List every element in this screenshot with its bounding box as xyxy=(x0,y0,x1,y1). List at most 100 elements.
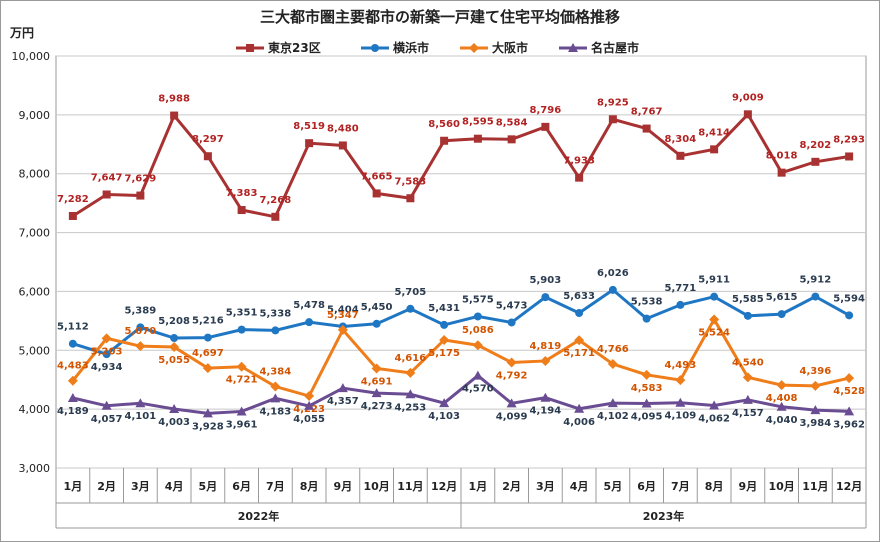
legend-label: 大阪市 xyxy=(492,40,528,55)
x-tick-label: 6月 xyxy=(232,480,251,493)
data-point xyxy=(845,311,854,320)
data-point xyxy=(237,206,246,215)
data-point xyxy=(440,320,449,329)
series-line-1 xyxy=(72,111,850,219)
data-point xyxy=(710,145,719,154)
data-point xyxy=(777,310,786,319)
data-point xyxy=(338,141,347,150)
data-label: 9,009 xyxy=(732,92,764,103)
data-point xyxy=(743,311,752,320)
data-label: 4,934 xyxy=(91,362,123,373)
data-label: 7,647 xyxy=(91,172,123,183)
data-label: 5,086 xyxy=(462,325,494,336)
data-label: 4,691 xyxy=(361,376,393,387)
data-label: 5,615 xyxy=(766,292,798,303)
data-label: 3,962 xyxy=(833,419,865,430)
data-point xyxy=(473,134,482,143)
data-point xyxy=(608,115,617,124)
data-point xyxy=(440,136,449,145)
x-tick-label: 10月 xyxy=(363,480,389,493)
data-point xyxy=(777,168,786,177)
data-point xyxy=(67,393,78,403)
data-label: 4,102 xyxy=(597,411,629,422)
data-label: 4,003 xyxy=(158,417,190,428)
data-label: 4,040 xyxy=(766,415,798,426)
x-tick-label: 7月 xyxy=(266,480,285,493)
data-point xyxy=(709,400,720,410)
data-label: 8,560 xyxy=(428,119,460,130)
y-tick-label: 10,000 xyxy=(12,50,51,63)
data-point xyxy=(135,341,146,352)
data-label: 8,293 xyxy=(833,134,865,145)
data-label: 4,103 xyxy=(428,411,460,422)
data-point xyxy=(742,394,753,404)
data-point xyxy=(203,333,212,342)
data-point xyxy=(203,152,212,161)
data-point xyxy=(675,397,686,407)
data-label: 4,194 xyxy=(530,406,562,417)
data-point xyxy=(811,292,820,301)
data-point xyxy=(642,124,651,133)
data-point xyxy=(270,393,281,403)
legend-marker xyxy=(469,43,479,53)
data-point xyxy=(675,375,686,386)
data-point xyxy=(405,367,416,378)
data-point xyxy=(541,122,550,131)
data-point xyxy=(68,211,77,220)
data-label: 4,095 xyxy=(631,412,663,423)
x-tick-label: 12月 xyxy=(431,480,457,493)
data-point xyxy=(304,400,315,410)
data-label: 4,183 xyxy=(260,406,292,417)
data-label: 8,925 xyxy=(597,97,629,108)
data-label: 3,928 xyxy=(192,421,224,432)
y-axis-unit: 万円 xyxy=(10,26,35,40)
data-label: 4,055 xyxy=(293,414,325,425)
data-point xyxy=(845,152,854,161)
x-tick-label: 3月 xyxy=(131,480,150,493)
data-label: 7,665 xyxy=(361,171,393,182)
data-point xyxy=(810,380,821,391)
data-label: 4,253 xyxy=(395,402,427,413)
data-point xyxy=(776,401,787,411)
data-label: 8,297 xyxy=(192,134,224,145)
y-tick-label: 8,000 xyxy=(19,168,51,181)
data-label: 5,171 xyxy=(563,348,595,359)
data-label: 3,961 xyxy=(226,419,258,430)
data-label: 4,099 xyxy=(496,411,528,422)
data-label: 5,575 xyxy=(462,294,494,305)
x-tick-label: 8月 xyxy=(705,480,724,493)
data-label: 5,478 xyxy=(293,300,325,311)
data-point xyxy=(305,139,314,148)
data-label: 5,450 xyxy=(361,302,393,313)
data-point xyxy=(372,319,381,328)
data-label: 4,697 xyxy=(192,348,224,359)
legend-marker xyxy=(246,44,254,52)
y-tick-label: 5,000 xyxy=(19,344,51,357)
data-label: 4,616 xyxy=(395,353,427,364)
data-point xyxy=(642,314,651,323)
x-tick-label: 10月 xyxy=(768,480,794,493)
data-label: 3,984 xyxy=(800,418,832,429)
data-point xyxy=(844,406,855,416)
data-label: 4,483 xyxy=(57,361,89,372)
data-point xyxy=(574,335,585,346)
data-point xyxy=(607,398,618,408)
data-point xyxy=(102,190,111,199)
data-point xyxy=(102,350,111,359)
data-label: 5,524 xyxy=(698,327,730,338)
data-point xyxy=(472,370,483,380)
data-point xyxy=(136,323,145,332)
data-label: 4,528 xyxy=(833,386,865,397)
data-label: 4,570 xyxy=(462,384,494,395)
data-point xyxy=(270,381,281,392)
y-tick-label: 3,000 xyxy=(19,462,51,475)
data-label: 4,721 xyxy=(226,375,258,386)
data-label: 4,766 xyxy=(597,344,629,355)
data-point xyxy=(68,339,77,348)
data-label: 5,538 xyxy=(631,297,663,308)
data-point xyxy=(439,398,450,408)
data-point xyxy=(607,359,618,370)
data-point xyxy=(101,400,112,410)
y-tick-label: 7,000 xyxy=(19,227,51,240)
